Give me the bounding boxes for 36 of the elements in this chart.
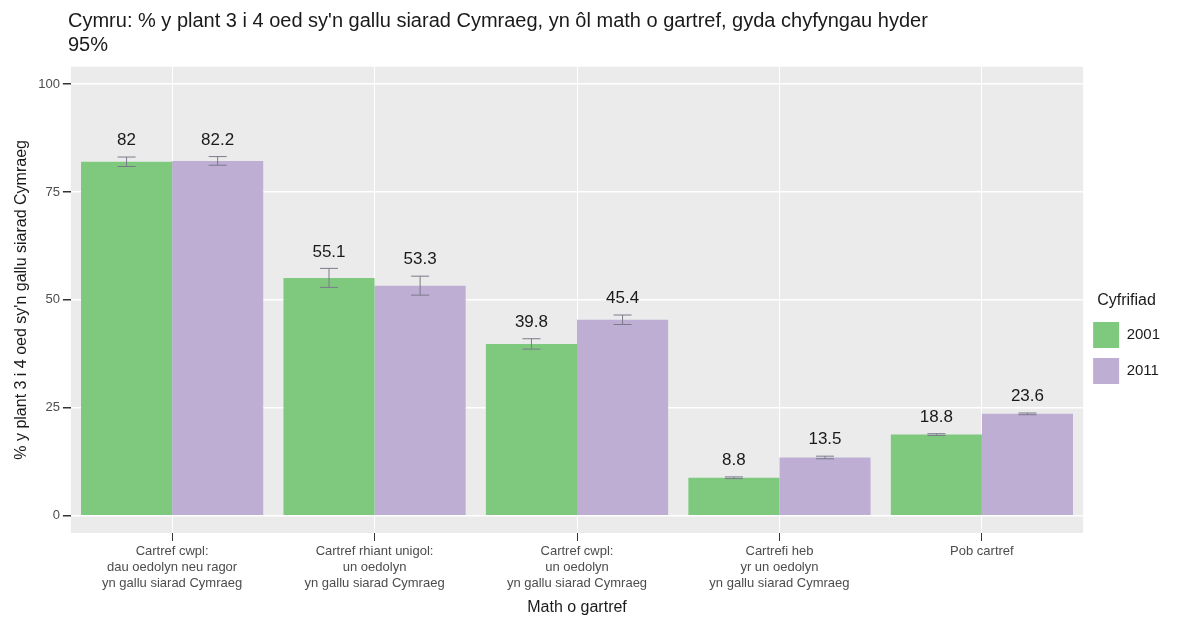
data-label: 82	[117, 130, 137, 150]
bar	[688, 477, 780, 515]
chart-title: Cymru: % y plant 3 i 4 oed sy'n gallu siarad Cymraeg, yn ôl math o gartref, gyda chyfyngau hyder 95%	[68, 8, 929, 56]
legend-title: Cyfrifiad	[1097, 291, 1156, 309]
data-label: 8.8	[722, 450, 746, 470]
y-tick-label: 50	[45, 291, 60, 307]
bar	[81, 161, 173, 515]
bar	[981, 413, 1074, 515]
y-tick-label: 25	[45, 399, 60, 415]
bar	[374, 285, 466, 515]
x-tick-label: Cartref rhiant unigol: un oedolyn yn gallu siarad Cymraeg	[304, 543, 445, 590]
legend-label: 2011	[1126, 361, 1159, 379]
data-label: 23.6	[1010, 386, 1044, 406]
x-axis-title: Math o gartref	[527, 597, 628, 615]
bar	[485, 343, 578, 515]
x-tick-label: Cartref cwpl: dau oedolyn neu ragor yn gallu siarad Cymraeg	[102, 543, 243, 590]
y-axis-title: % y plant 3 i 4 oed sy'n gallu siarad Cymraeg	[12, 140, 30, 460]
y-tick-label: 100	[38, 75, 60, 91]
bar	[577, 319, 669, 515]
data-label: 55.1	[312, 241, 346, 261]
x-tick-label: Cartrefi heb yr un oedolyn yn gallu siarad Cymraeg	[709, 543, 850, 590]
bar	[890, 434, 982, 515]
data-label: 45.4	[606, 288, 640, 308]
bar	[283, 277, 375, 515]
bar	[172, 160, 264, 515]
data-label: 39.8	[514, 311, 549, 331]
legend-label: 2001	[1126, 325, 1161, 343]
y-tick-label: 0	[52, 507, 60, 523]
data-label: 82.2	[201, 129, 235, 149]
data-label: 18.8	[919, 406, 953, 426]
data-label: 13.5	[808, 429, 842, 449]
y-tick-label: 75	[45, 183, 60, 199]
data-label: 53.3	[403, 249, 437, 269]
x-tick-label: Pob cartref	[950, 543, 1015, 559]
x-tick-label: Cartref cwpl: un oedolyn yn gallu siarad Cymraeg	[506, 543, 648, 590]
bar	[779, 457, 871, 515]
